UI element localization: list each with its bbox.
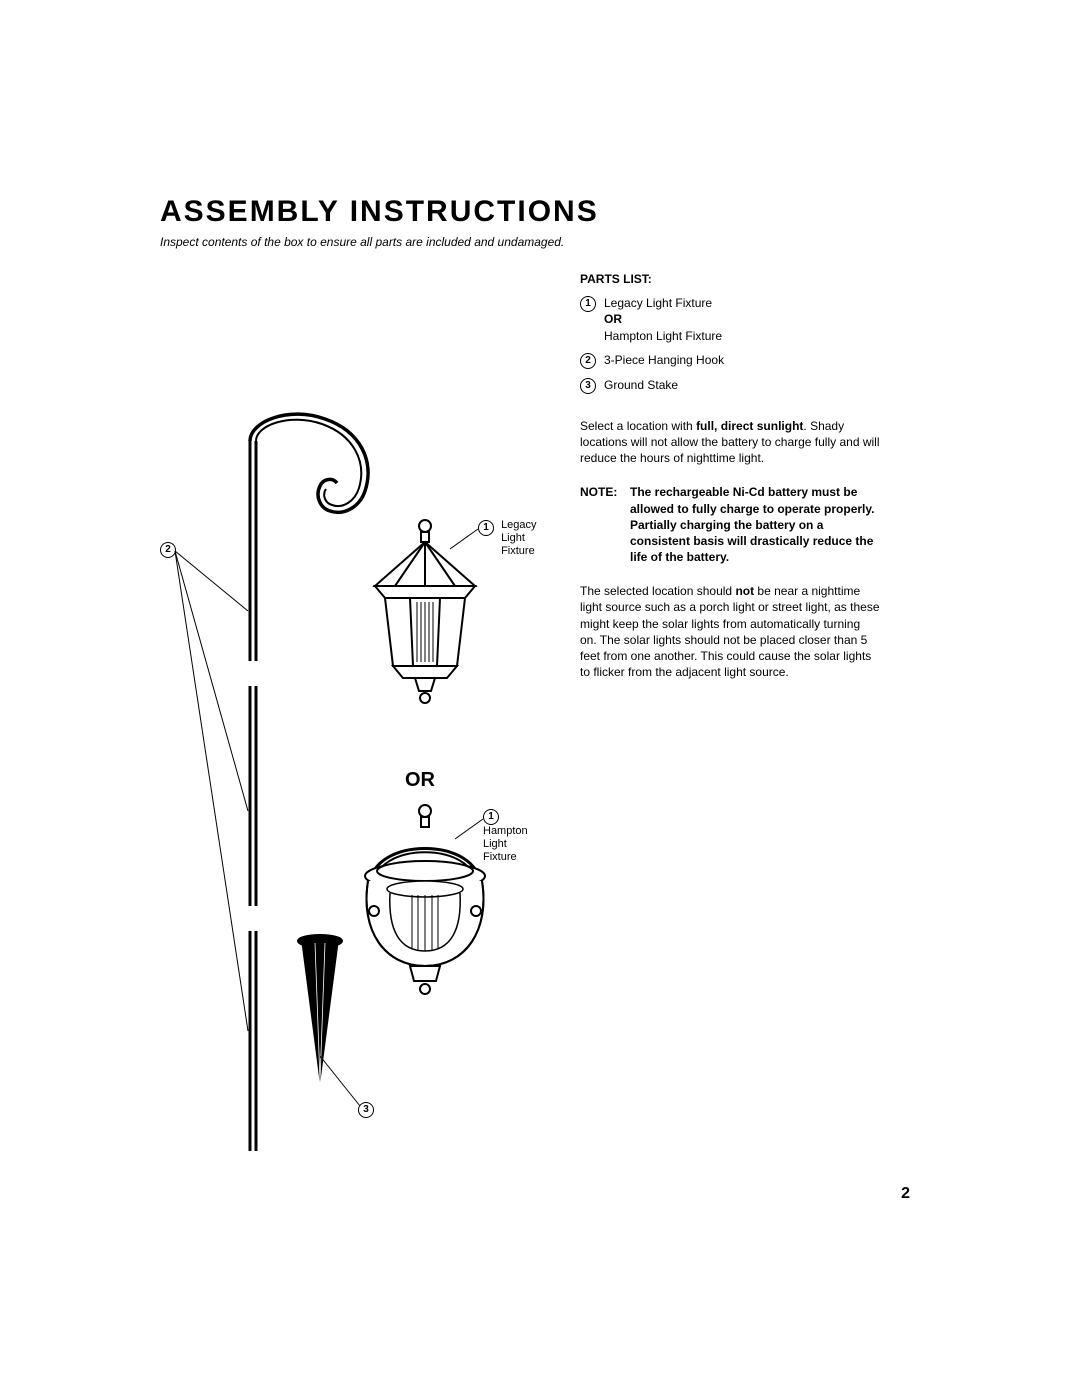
parts-list-item: 3 Ground Stake (580, 377, 880, 394)
page-subtitle: Inspect contents of the box to ensure al… (160, 235, 920, 249)
page-title: ASSEMBLY INSTRUCTIONS (160, 195, 920, 229)
parts-list-item: 2 3-Piece Hanging Hook (580, 352, 880, 369)
or-separator: OR (405, 769, 435, 792)
note-label: NOTE: (580, 484, 630, 565)
callout-2-badge: 2 (160, 542, 176, 558)
callout-1b: 1 Hampton Light Fixture (483, 808, 550, 865)
part-label: Legacy Light Fixture OR Hampton Light Fi… (604, 295, 722, 344)
placement-paragraph: The selected location should not be near… (580, 583, 880, 680)
part-number-badge: 3 (580, 378, 596, 394)
note-block: NOTE: The rechargeable Ni-Cd battery mus… (580, 484, 880, 565)
page-number: 2 (901, 1185, 910, 1203)
part-number-badge: 1 (580, 296, 596, 312)
callout-2: 2 (160, 541, 180, 558)
callout-1a-text: Legacy Light Fixture (501, 519, 536, 559)
parts-list-heading: PARTS LIST: (580, 271, 880, 287)
note-body: The rechargeable Ni-Cd battery must be a… (630, 484, 880, 565)
callout-3: 3 (358, 1101, 378, 1118)
part-label: 3-Piece Hanging Hook (604, 352, 724, 368)
part-label: Ground Stake (604, 377, 678, 393)
callout-1b-text: Hampton Light Fixture (483, 825, 528, 865)
callout-1a: 1 Legacy Light Fixture (478, 519, 537, 559)
parts-list: 1 Legacy Light Fixture OR Hampton Light … (580, 295, 880, 394)
page-content: ASSEMBLY INSTRUCTIONS Inspect contents o… (160, 195, 920, 1151)
callout-1b-badge: 1 (483, 809, 499, 825)
location-paragraph: Select a location with full, direct sunl… (580, 418, 880, 467)
callout-1a-badge: 1 (478, 520, 494, 536)
two-column-layout: OR (160, 271, 920, 1151)
callout-2-leader-icon (160, 531, 260, 1091)
callout-3-badge: 3 (358, 1102, 374, 1118)
diagram-column: OR (160, 271, 550, 1151)
parts-list-item: 1 Legacy Light Fixture OR Hampton Light … (580, 295, 880, 344)
assembly-diagram: OR (160, 271, 550, 1151)
text-column: PARTS LIST: 1 Legacy Light Fixture OR Ha… (580, 271, 880, 1151)
part-number-badge: 2 (580, 353, 596, 369)
